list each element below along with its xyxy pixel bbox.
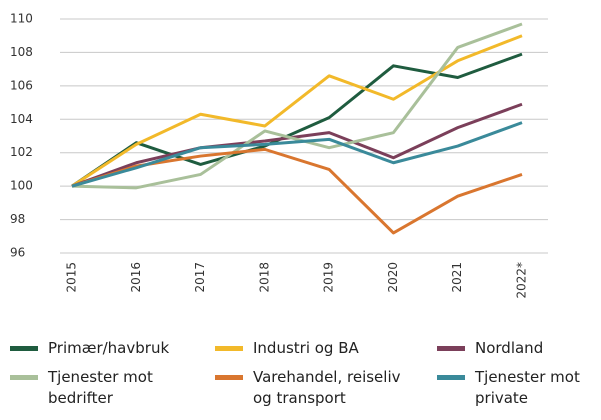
y-tick-label: 102 (10, 145, 33, 159)
legend-swatch (437, 375, 465, 380)
legend-label: Primær/havbruk (48, 339, 170, 357)
legend-label: Industri og BA (253, 339, 359, 357)
y-tick-label: 96 (10, 246, 25, 260)
series-line (71, 52, 523, 188)
legend-item: Nordland (437, 338, 595, 359)
legend-swatch (437, 346, 465, 351)
x-tick-label: 2021 (450, 262, 464, 293)
y-tick-label: 100 (10, 179, 33, 193)
legend-label: Nordland (475, 339, 544, 357)
legend: Primær/havbruk Industri og BA Nordland Tjen… (10, 338, 595, 409)
legend-swatch (215, 346, 243, 351)
y-tick-label: 98 (10, 212, 25, 226)
x-tick-label: 2016 (129, 262, 143, 293)
x-tick-label: 2017 (193, 262, 207, 293)
x-tick-label: 2015 (65, 262, 79, 293)
series-line (71, 34, 523, 188)
legend-swatch (10, 346, 38, 351)
x-tick-label: 2022* (515, 262, 529, 299)
x-tick-label: 2019 (322, 262, 336, 293)
x-tick-label: 2018 (257, 262, 271, 293)
legend-item: Tjenester mot private (437, 367, 595, 409)
legend-label: Tjenester mot bedrifter (48, 368, 153, 407)
legend-label: Tjenester mot private (475, 368, 580, 407)
legend-swatch (10, 375, 38, 380)
x-tick-label: 2020 (386, 262, 400, 293)
plot: 96 98 100 102 104 106 108 110 2015 2016 2017 2018 20… (10, 12, 548, 299)
series-line (71, 22, 523, 190)
legend-item: Varehandel, reiseliv og transport (215, 367, 437, 409)
y-tick-label: 106 (10, 78, 33, 92)
series-line (71, 121, 523, 188)
y-tick-label: 110 (10, 12, 33, 26)
legend-item: Tjenester mot bedrifter (10, 367, 215, 409)
legend-swatch (215, 375, 243, 380)
y-tick-label: 104 (10, 112, 33, 126)
series-line (71, 102, 523, 188)
legend-label: Varehandel, reiseliv og transport (253, 368, 401, 407)
legend-item: Primær/havbruk (10, 338, 215, 359)
legend-item: Industri og BA (215, 338, 437, 359)
y-tick-label: 108 (10, 45, 33, 59)
